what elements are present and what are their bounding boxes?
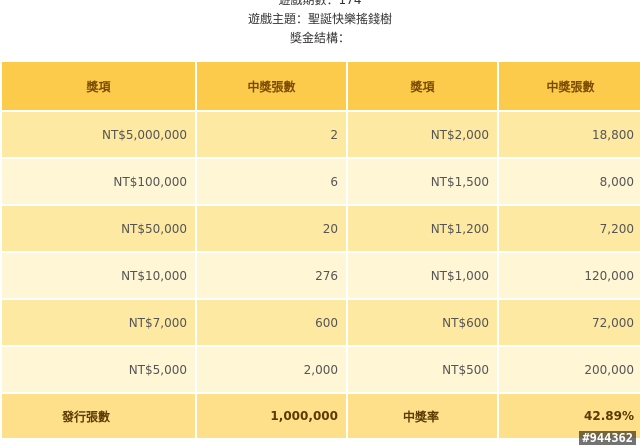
prize-cell: NT$10,000 bbox=[2, 253, 195, 298]
table-row: NT$10,000 276 NT$1,000 120,000 bbox=[2, 253, 640, 298]
table-row: NT$50,000 20 NT$1,200 7,200 bbox=[2, 206, 640, 251]
count-cell: 6 bbox=[197, 159, 346, 204]
game-period: 遊戲期數：174 bbox=[278, 0, 362, 7]
prize-cell: NT$1,000 bbox=[348, 253, 497, 298]
prize-cell: NT$600 bbox=[348, 300, 497, 345]
header-count: 中獎張數 bbox=[197, 62, 346, 110]
prize-cell: NT$5,000 bbox=[2, 347, 195, 392]
header-prize: 獎項 bbox=[2, 62, 195, 110]
prize-cell: NT$5,000,000 bbox=[2, 112, 195, 157]
image-watermark: #944362 bbox=[579, 431, 636, 445]
table-row: NT$100,000 6 NT$1,500 8,000 bbox=[2, 159, 640, 204]
count-cell: 8,000 bbox=[499, 159, 640, 204]
count-cell: 20 bbox=[197, 206, 346, 251]
count-cell: 72,000 bbox=[499, 300, 640, 345]
prize-structure-label: 獎金結構： bbox=[289, 31, 350, 45]
header-row: 獎項 中獎張數 獎項 中獎張數 bbox=[2, 62, 640, 110]
count-cell: 7,200 bbox=[499, 206, 640, 251]
header-prize: 獎項 bbox=[348, 62, 497, 110]
prize-cell: NT$1,200 bbox=[348, 206, 497, 251]
count-cell: 276 bbox=[197, 253, 346, 298]
prize-cell: NT$500 bbox=[348, 347, 497, 392]
prize-cell: NT$7,000 bbox=[2, 300, 195, 345]
summary-row: 發行張數 1,000,000 中獎率 42.89% bbox=[2, 394, 640, 438]
game-theme: 遊戲主題：聖誕快樂搖錢樹 bbox=[247, 12, 392, 26]
table-row: NT$5,000 2,000 NT$500 200,000 bbox=[2, 347, 640, 392]
win-rate-value: 42.89% bbox=[499, 394, 640, 438]
issued-tickets-label: 發行張數 bbox=[2, 394, 195, 438]
prize-cell: NT$2,000 bbox=[348, 112, 497, 157]
count-cell: 200,000 bbox=[499, 347, 640, 392]
table-row: NT$5,000,000 2 NT$2,000 18,800 bbox=[2, 112, 640, 157]
count-cell: 18,800 bbox=[499, 112, 640, 157]
count-cell: 600 bbox=[197, 300, 346, 345]
issued-tickets-value: 1,000,000 bbox=[197, 394, 346, 438]
prize-cell: NT$100,000 bbox=[2, 159, 195, 204]
table-row: NT$7,000 600 NT$600 72,000 bbox=[2, 300, 640, 345]
prize-cell: NT$1,500 bbox=[348, 159, 497, 204]
count-cell: 2 bbox=[197, 112, 346, 157]
prize-table: 獎項 中獎張數 獎項 中獎張數 NT$5,000,000 2 NT$2,000 … bbox=[0, 60, 640, 440]
header-count: 中獎張數 bbox=[499, 62, 640, 110]
count-cell: 120,000 bbox=[499, 253, 640, 298]
prize-cell: NT$50,000 bbox=[2, 206, 195, 251]
count-cell: 2,000 bbox=[197, 347, 346, 392]
win-rate-label: 中獎率 bbox=[348, 394, 497, 438]
